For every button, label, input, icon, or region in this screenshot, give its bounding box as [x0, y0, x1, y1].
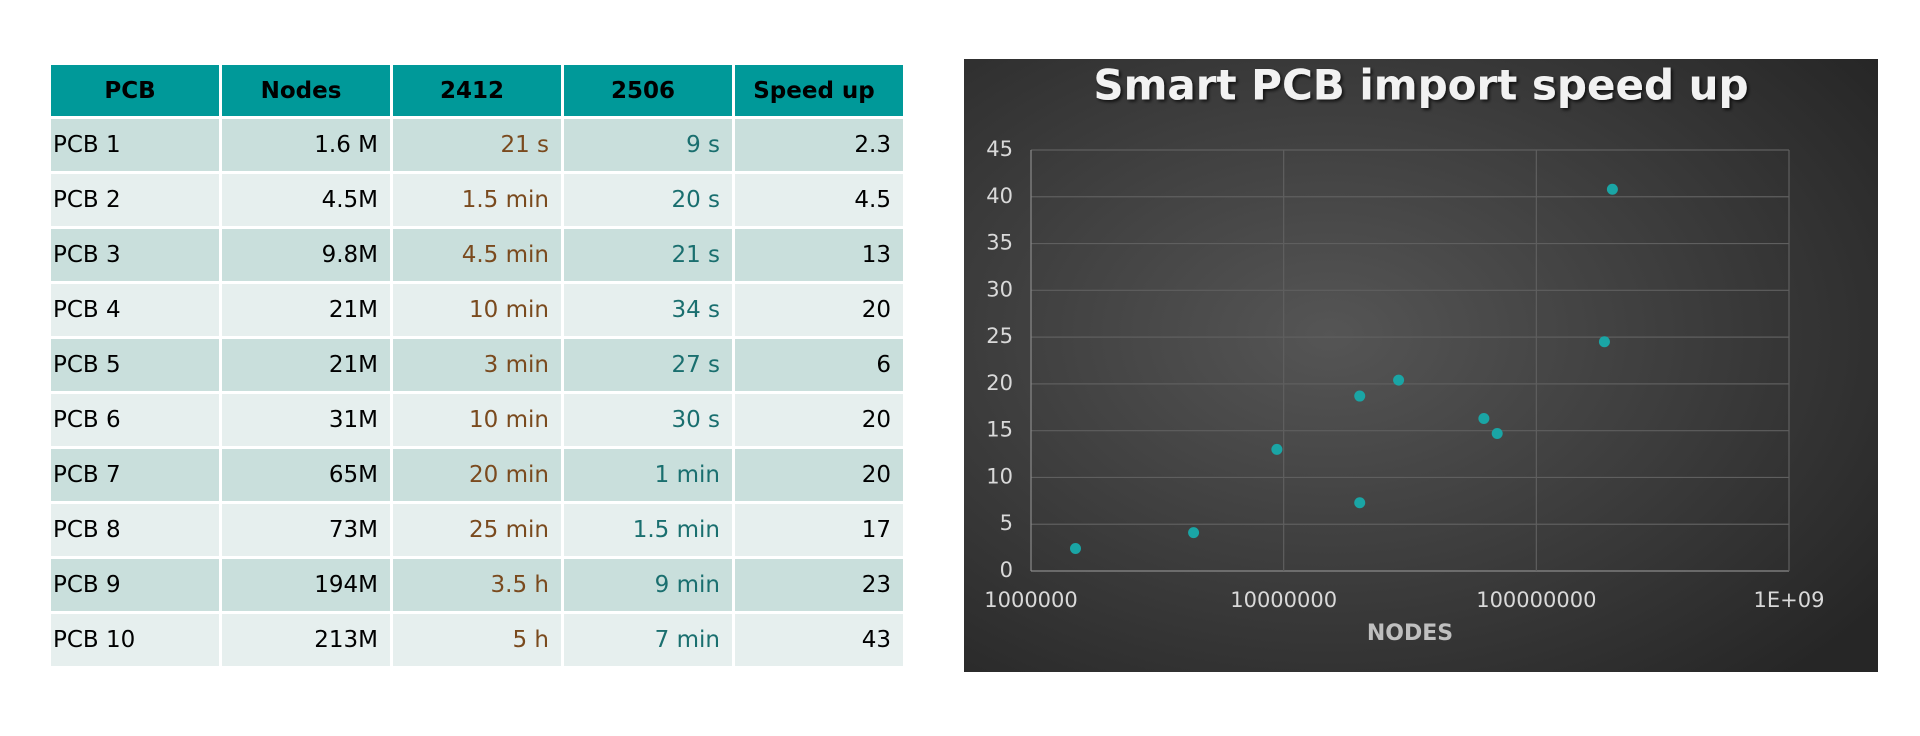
table-cell: 34 s [561, 281, 735, 339]
table-cell: 20 [732, 391, 906, 449]
x-axis-label: NODES [1367, 621, 1453, 646]
data-point [1069, 543, 1081, 555]
data-point [1354, 390, 1366, 402]
table-cell: 20 [732, 446, 906, 504]
table-cell: 21M [219, 281, 393, 339]
table-row: PCB 6 31M 10 min 30 s 20 [48, 391, 906, 449]
x-tick-label: 1E+09 [1754, 588, 1825, 612]
table-cell: 3 min [390, 336, 564, 394]
table-cell: 7 min [561, 611, 735, 669]
table-cell: 1.5 min [561, 501, 735, 559]
table-cell: 1.5 min [390, 171, 564, 229]
table-cell: 30 s [561, 391, 735, 449]
y-tick-label: 40 [986, 184, 1013, 208]
header-cell: PCB [48, 62, 222, 119]
header-cell: Nodes [219, 62, 393, 119]
data-point [1606, 183, 1618, 195]
table-cell: 43 [732, 611, 906, 669]
header-row: PCB Nodes 2412 2506 Speed up [48, 62, 906, 119]
table-cell: 9.8M [219, 226, 393, 284]
table-cell: PCB 4 [48, 281, 222, 339]
table-cell: 17 [732, 501, 906, 559]
table-cell: PCB 9 [48, 556, 222, 614]
table-cell: PCB 3 [48, 226, 222, 284]
data-point [1393, 374, 1405, 386]
table-cell: 21 s [390, 116, 564, 174]
table-cell: PCB 6 [48, 391, 222, 449]
table-cell: 9 s [561, 116, 735, 174]
table-cell: 3.5 h [390, 556, 564, 614]
chart-title: Smart PCB import speed up [1093, 61, 1748, 110]
y-tick-label: 15 [986, 418, 1013, 442]
table-cell: PCB 2 [48, 171, 222, 229]
y-tick-label: 25 [986, 324, 1013, 348]
table-cell: 2.3 [732, 116, 906, 174]
table-cell: 10 min [390, 281, 564, 339]
y-tick-label: 35 [986, 231, 1013, 255]
header-cell: 2412 [390, 62, 564, 119]
table-cell: 20 [732, 281, 906, 339]
table-row: PCB 4 21M 10 min 34 s 20 [48, 281, 906, 339]
chart: Smart PCB import speed up NODES 0 5 10 15 20… [964, 59, 1878, 672]
table-cell: PCB 1 [48, 116, 222, 174]
x-tick-label: 1000000 [984, 588, 1078, 612]
table-cell: 4.5 [732, 171, 906, 229]
table-row: PCB 3 9.8M 4.5 min 21 s 13 [48, 226, 906, 284]
data-point [1354, 497, 1366, 509]
data-point [1598, 336, 1610, 348]
y-tick-label: 10 [986, 464, 1013, 488]
table-cell: 20 min [390, 446, 564, 504]
table-cell: 4.5 min [390, 226, 564, 284]
x-tick-label: 100000000 [1476, 588, 1596, 612]
table-cell: 9 min [561, 556, 735, 614]
table-cell: 194M [219, 556, 393, 614]
table-cell: 10 min [390, 391, 564, 449]
table-cell: 27 s [561, 336, 735, 394]
table-cell: 213M [219, 611, 393, 669]
chart-background [964, 59, 1878, 672]
table-cell: PCB 7 [48, 446, 222, 504]
header-cell: 2506 [561, 62, 735, 119]
table-cell: 20 s [561, 171, 735, 229]
table-cell: PCB 10 [48, 611, 222, 669]
table-row: PCB 2 4.5M 1.5 min 20 s 4.5 [48, 171, 906, 229]
data-point [1478, 413, 1490, 425]
table-cell: 21 s [561, 226, 735, 284]
header-cell: Speed up [732, 62, 906, 119]
data-point [1491, 427, 1503, 439]
table-cell: PCB 5 [48, 336, 222, 394]
table-cell: PCB 8 [48, 501, 222, 559]
table-cell: 23 [732, 556, 906, 614]
data-point [1188, 527, 1200, 539]
table-cell: 5 h [390, 611, 564, 669]
y-tick-label: 0 [1000, 558, 1013, 582]
table-cell: 65M [219, 446, 393, 504]
table-cell: 73M [219, 501, 393, 559]
table-cell: 25 min [390, 501, 564, 559]
y-tick-label: 5 [1000, 511, 1013, 535]
table-cell: 13 [732, 226, 906, 284]
table-cell: 1 min [561, 446, 735, 504]
table-cell: 6 [732, 336, 906, 394]
y-tick-label: 45 [986, 137, 1013, 161]
table-cell: 21M [219, 336, 393, 394]
table-cell: 1.6 M [219, 116, 393, 174]
y-tick-label: 20 [986, 371, 1013, 395]
table-row: PCB 8 73M 25 min 1.5 min 17 [48, 501, 906, 559]
table-cell: 4.5M [219, 171, 393, 229]
table-row: PCB 7 65M 20 min 1 min 20 [48, 446, 906, 504]
x-tick-label: 10000000 [1230, 588, 1337, 612]
table-cell: 31M [219, 391, 393, 449]
y-tick-label: 30 [986, 277, 1013, 301]
data-point [1271, 443, 1283, 455]
